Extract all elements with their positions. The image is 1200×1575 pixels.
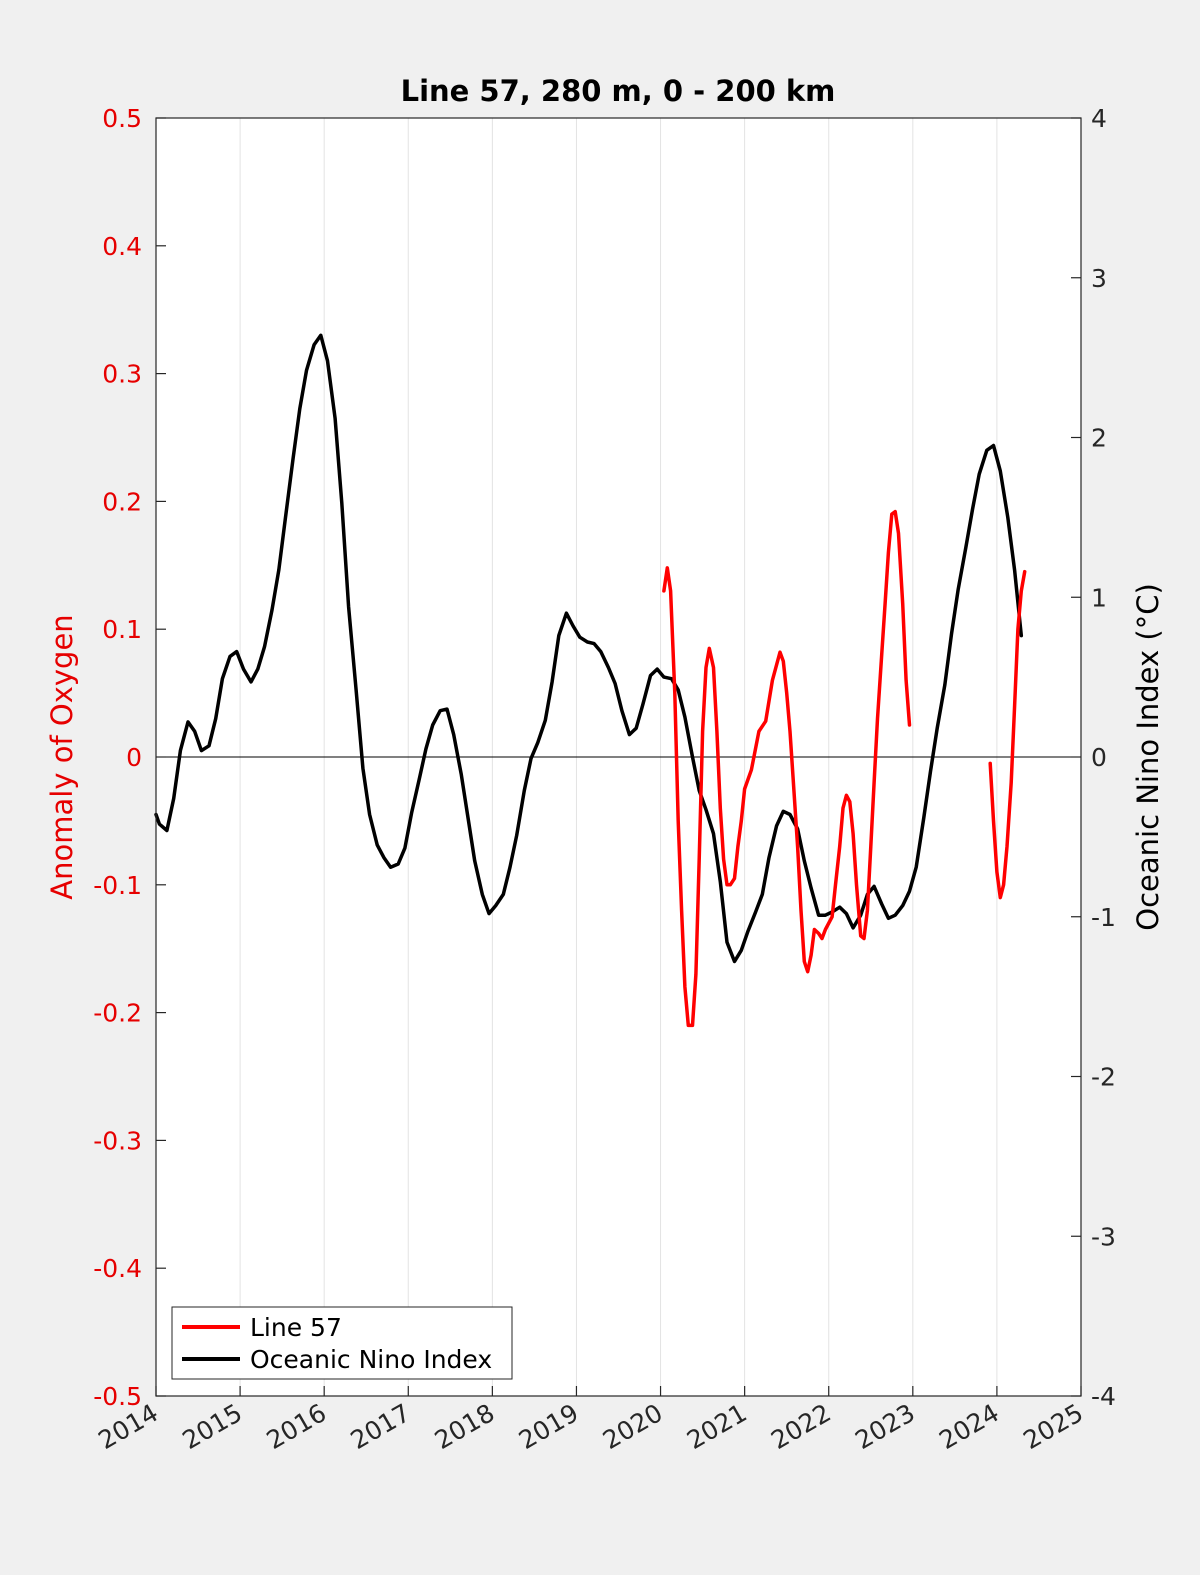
series-line-oceanic-nino-index bbox=[154, 333, 1024, 964]
legend-label-line-57: Line 57 bbox=[250, 1313, 342, 1342]
y-tick-label-left: -0.5 bbox=[93, 1382, 142, 1411]
series-layer bbox=[154, 333, 1027, 1028]
series-line-line-57-segment-1 bbox=[662, 509, 912, 1028]
y-tick-label-right: 4 bbox=[1091, 104, 1107, 133]
y-tick-label-right: 3 bbox=[1091, 264, 1107, 293]
legend-label-oni: Oceanic Nino Index bbox=[250, 1345, 492, 1374]
y-tick-label-right: 2 bbox=[1091, 424, 1107, 453]
y-tick-label-left: 0 bbox=[126, 743, 142, 772]
chart-title: Line 57, 280 m, 0 - 200 km bbox=[401, 74, 836, 108]
series-line-line-57-segment-2 bbox=[988, 569, 1027, 900]
y-tick-label-left: 0.2 bbox=[102, 487, 142, 516]
y-tick-label-left: -0.2 bbox=[93, 999, 142, 1028]
y-axis-label-right: Oceanic Nino Index (°C) bbox=[1131, 583, 1165, 931]
legend: Line 57 Oceanic Nino Index bbox=[171, 1306, 513, 1380]
y-tick-label-right: -1 bbox=[1091, 903, 1116, 932]
y-tick-label-right: -3 bbox=[1091, 1222, 1116, 1251]
axis-ticks bbox=[155, 117, 1082, 1397]
y-tick-label-left: -0.4 bbox=[93, 1254, 142, 1283]
y-tick-label-left: 0.5 bbox=[102, 104, 142, 133]
y-tick-label-left: 0.1 bbox=[102, 615, 142, 644]
y-tick-label-right: -2 bbox=[1091, 1063, 1116, 1092]
y-tick-label-left: -0.1 bbox=[93, 871, 142, 900]
y-tick-label-right: -4 bbox=[1091, 1382, 1116, 1411]
y-tick-label-left: -0.3 bbox=[93, 1126, 142, 1155]
y-tick-label-right: 1 bbox=[1091, 583, 1107, 612]
y-tick-label-left: 0.4 bbox=[102, 232, 142, 261]
y-tick-label-left: 0.3 bbox=[102, 360, 142, 389]
y-tick-label-right: 0 bbox=[1091, 743, 1107, 772]
legend-box bbox=[171, 1306, 513, 1380]
y-axis-label-left: Anomaly of Oxygen bbox=[45, 614, 79, 899]
